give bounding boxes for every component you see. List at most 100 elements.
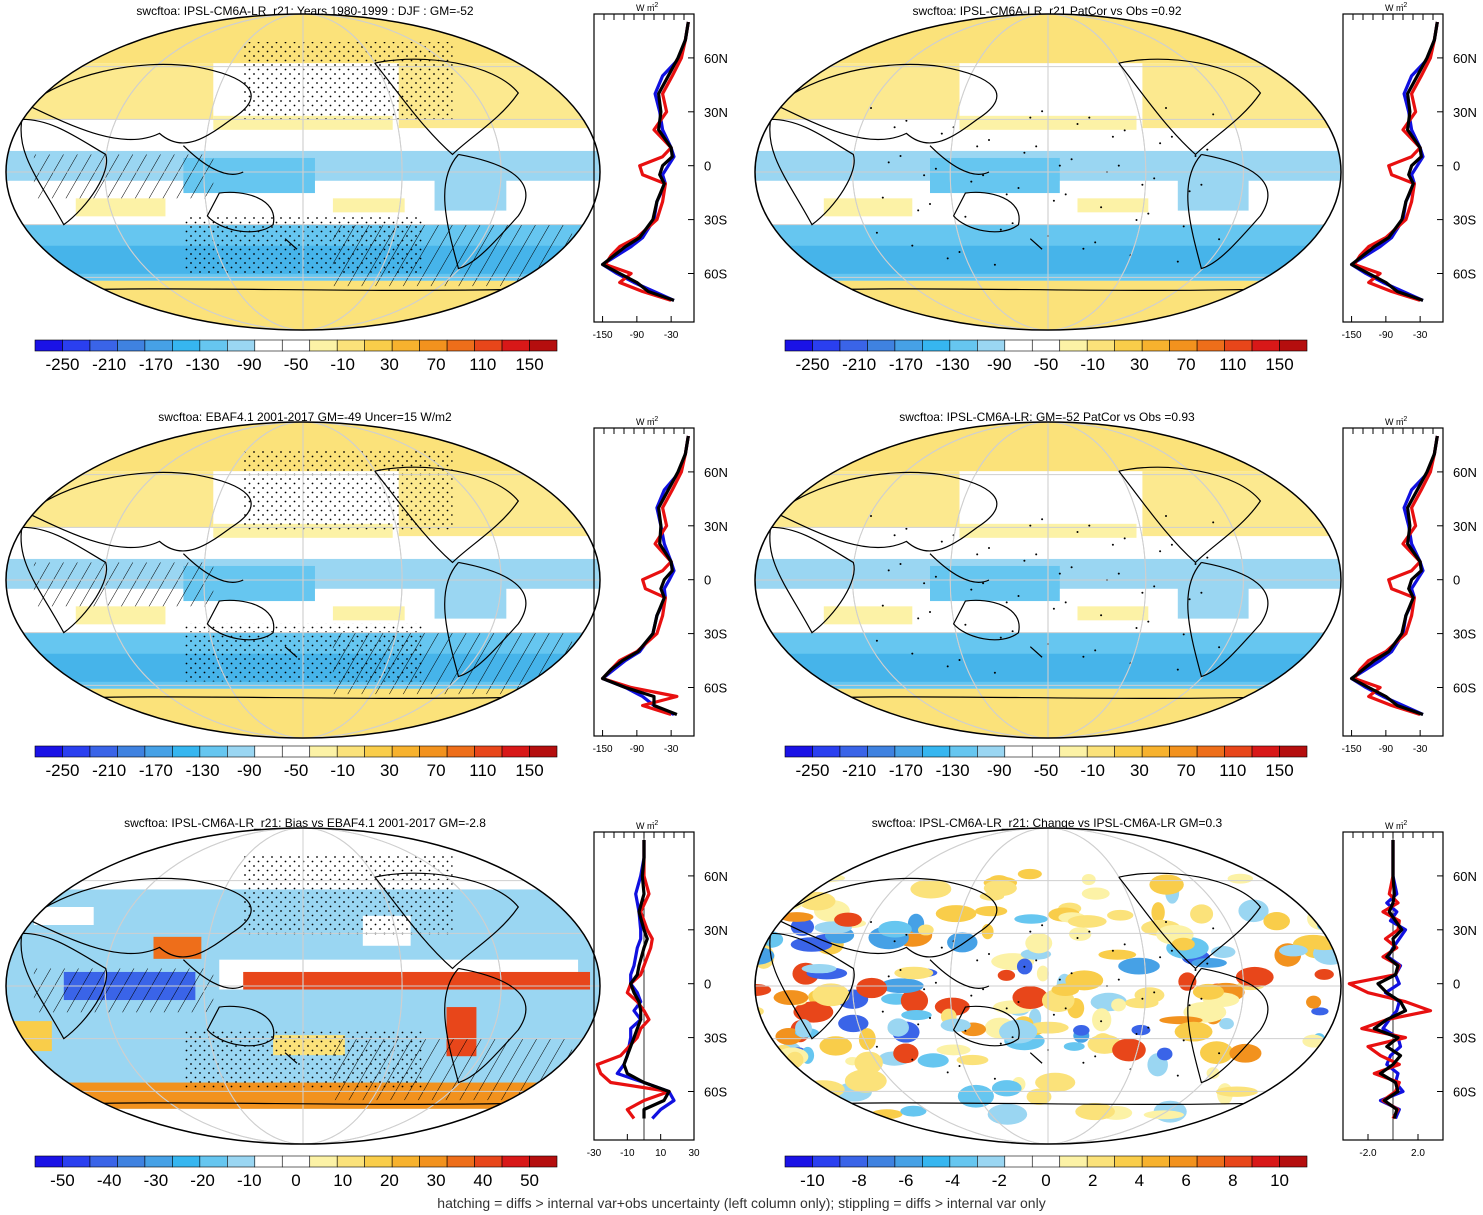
colorbar-label: 50 xyxy=(520,1171,539,1190)
profile-lat-label: 30N xyxy=(1453,105,1477,120)
colorbar-swatch xyxy=(364,1155,393,1168)
colorbar-swatch xyxy=(62,1155,91,1168)
colorbar-swatch xyxy=(199,339,228,352)
colorbar-swatch xyxy=(419,339,448,352)
colorbar-label: 2 xyxy=(1088,1171,1097,1190)
colorbar-swatch xyxy=(501,339,530,352)
colorbar-label: 30 xyxy=(1130,761,1149,780)
colorbar-label: 30 xyxy=(1130,355,1149,374)
colorbar-label: -10 xyxy=(237,1171,262,1190)
map-panel-5 xyxy=(5,827,601,1145)
colorbar-swatch xyxy=(117,339,146,352)
profile-lat-label: 0 xyxy=(704,159,711,174)
profile-x-tick: -90 xyxy=(630,330,645,341)
profile-x-tick: -30 xyxy=(1413,330,1428,341)
profile-lat-label: 60S xyxy=(704,681,727,696)
colorbar-swatch xyxy=(227,745,256,758)
colorbar-1: -250 -210 -170 -130 -90 -50 -10 30 70 110 150 xyxy=(34,339,558,374)
colorbar-label: 4 xyxy=(1135,1171,1144,1190)
colorbar-label: -10 xyxy=(1080,355,1105,374)
colorbar-swatch xyxy=(1031,339,1061,352)
colorbar-swatch xyxy=(894,1155,923,1168)
profile-unit: W m xyxy=(1385,3,1404,13)
colorbar-label: -20 xyxy=(190,1171,215,1190)
profile-lat-label: 60N xyxy=(1453,869,1477,884)
colorbar-swatch xyxy=(34,745,63,758)
colorbar-label: 70 xyxy=(1177,355,1196,374)
colorbar-swatch xyxy=(922,745,951,758)
colorbar-label: -130 xyxy=(936,355,970,374)
panel-title-5: swcftoa: IPSL-CM6A-LR_r21: Bias vs EBAF4… xyxy=(124,816,486,830)
profile-lat-label: 30S xyxy=(1453,213,1476,228)
profile-x-tick: -30 xyxy=(664,330,679,341)
profile-lat-label: 60N xyxy=(704,465,728,480)
colorbar-label: 8 xyxy=(1228,1171,1237,1190)
profile-lat-label: 0 xyxy=(1453,573,1460,588)
colorbar-swatch xyxy=(254,745,283,758)
colorbar-label: 110 xyxy=(1219,355,1246,374)
colorbar-swatch xyxy=(1004,339,1033,352)
colorbar-3: -250 -210 -170 -130 -90 -50 -10 30 70 110 150 xyxy=(34,745,558,780)
profile-x-tick: -30 xyxy=(1413,744,1428,755)
colorbar-swatch xyxy=(199,745,228,758)
colorbar-swatch xyxy=(1196,1155,1225,1168)
colorbar-swatch xyxy=(949,339,978,352)
profile-series-line xyxy=(622,840,671,1119)
colorbar-swatch xyxy=(867,1155,896,1168)
colorbar-swatch xyxy=(867,339,896,352)
colorbar-label: -90 xyxy=(987,761,1012,780)
profile-x-tick: -150 xyxy=(1342,330,1362,341)
colorbar-label: -50 xyxy=(1034,355,1059,374)
colorbar-swatch xyxy=(391,339,420,352)
profile-x-tick: -2.0 xyxy=(1359,1148,1377,1159)
colorbar-swatch xyxy=(1141,745,1170,758)
colorbar-swatch xyxy=(1114,1155,1143,1168)
colorbar-swatch xyxy=(1251,745,1280,758)
colorbar-swatch xyxy=(1169,339,1198,352)
colorbar-label: -170 xyxy=(139,355,173,374)
colorbar-label: -130 xyxy=(186,761,220,780)
colorbar-label: -2 xyxy=(992,1171,1007,1190)
colorbar-label: 30 xyxy=(380,761,399,780)
colorbar-swatch xyxy=(1279,1155,1308,1168)
colorbar-label: -50 xyxy=(284,761,309,780)
colorbar-swatch xyxy=(529,1155,558,1168)
colorbar-label: -50 xyxy=(50,1171,75,1190)
colorbar-label: -40 xyxy=(97,1171,122,1190)
colorbar-swatch xyxy=(254,1155,283,1168)
profile-x-tick: -10 xyxy=(620,1148,635,1159)
colorbar-swatch xyxy=(309,1155,338,1168)
colorbar-swatch xyxy=(172,339,201,352)
colorbar-swatch xyxy=(1196,339,1225,352)
colorbar-swatch xyxy=(172,745,201,758)
colorbar-label: 40 xyxy=(473,1171,492,1190)
colorbar-label: 110 xyxy=(469,761,496,780)
map-panel-4 xyxy=(754,421,1342,739)
colorbar-label: 150 xyxy=(515,355,543,374)
colorbar-swatch xyxy=(419,745,448,758)
colorbar-swatch xyxy=(1279,339,1308,352)
profile-lat-label: 30N xyxy=(1453,519,1477,534)
profile-lat-label: 0 xyxy=(1453,159,1460,174)
colorbar-swatch xyxy=(199,1155,228,1168)
colorbar-label: 110 xyxy=(1219,761,1246,780)
profile-unit-exponent: -2 xyxy=(1401,416,1407,423)
profile-series-line xyxy=(1349,21,1439,302)
profile-lat-label: 30S xyxy=(1453,1031,1476,1046)
colorbar-swatch xyxy=(784,745,813,758)
colorbar-swatch xyxy=(474,745,503,758)
colorbar-swatch xyxy=(784,1155,813,1168)
colorbar-swatch xyxy=(364,339,393,352)
colorbar-swatch xyxy=(144,339,173,352)
colorbar-label: -6 xyxy=(898,1171,913,1190)
colorbar-swatch xyxy=(1114,745,1143,758)
colorbar-swatch xyxy=(446,745,475,758)
profile-lat-label: 30S xyxy=(704,627,727,642)
zonal-profile-4: W m-2 -150 -90 -30 60N 30N 0 30S 60S xyxy=(1342,416,1477,755)
colorbar-swatch xyxy=(172,1155,201,1168)
colorbar-label: 20 xyxy=(380,1171,399,1190)
colorbar-swatch xyxy=(529,339,558,352)
profile-series-line xyxy=(1372,840,1408,1119)
profile-lat-label: 30S xyxy=(704,213,727,228)
